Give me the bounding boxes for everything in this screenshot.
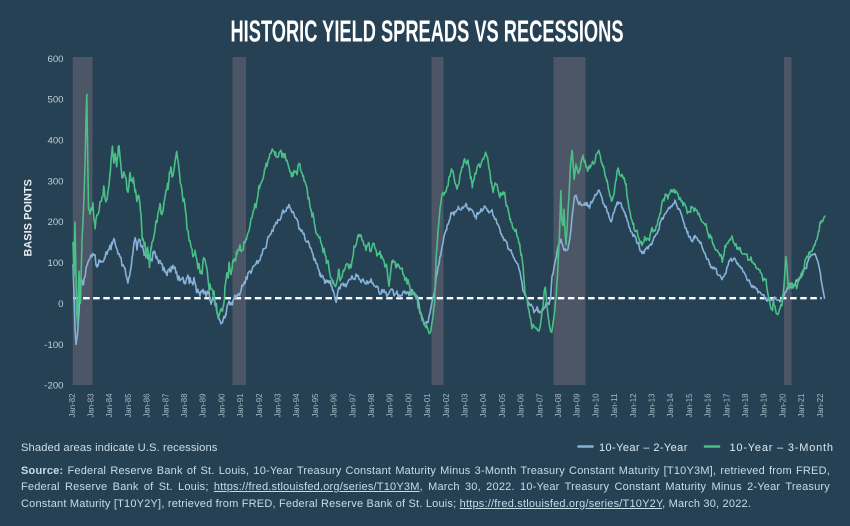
svg-text:Jan-04: Jan-04 — [478, 393, 488, 417]
svg-text:Jan-11: Jan-11 — [609, 393, 619, 417]
svg-text:Jan-85: Jan-85 — [123, 393, 133, 417]
svg-text:200: 200 — [47, 217, 63, 228]
svg-text:Jan-87: Jan-87 — [160, 393, 170, 417]
svg-text:Jan-97: Jan-97 — [347, 393, 357, 417]
svg-text:Jan-16: Jan-16 — [703, 393, 713, 417]
svg-text:300: 300 — [47, 176, 63, 187]
svg-text:Jan-13: Jan-13 — [647, 393, 657, 417]
svg-text:Jan-92: Jan-92 — [254, 393, 264, 417]
svg-text:Jan-99: Jan-99 — [385, 393, 395, 417]
svg-text:BASIS POINTS: BASIS POINTS — [23, 179, 35, 256]
svg-text:Jan-00: Jan-00 — [403, 393, 413, 417]
svg-text:Jan-89: Jan-89 — [198, 393, 208, 417]
svg-text:Jan-84: Jan-84 — [104, 393, 114, 417]
svg-text:Jan-88: Jan-88 — [179, 393, 189, 417]
svg-text:Jan-20: Jan-20 — [777, 393, 787, 417]
svg-text:Jan-05: Jan-05 — [497, 393, 507, 417]
svg-text:Jan-18: Jan-18 — [740, 393, 750, 417]
svg-text:Jan-01: Jan-01 — [422, 393, 432, 417]
svg-text:Jan-83: Jan-83 — [86, 393, 96, 417]
svg-text:Jan-14: Jan-14 — [665, 393, 675, 417]
svg-text:Jan-91: Jan-91 — [235, 393, 245, 417]
svg-text:Jan-96: Jan-96 — [329, 393, 339, 417]
svg-text:Jan-17: Jan-17 — [721, 393, 731, 417]
svg-text:Jan-21: Jan-21 — [796, 393, 806, 417]
svg-text:Jan-95: Jan-95 — [310, 393, 320, 417]
svg-text:HISTORIC YIELD SPREADS VS RECE: HISTORIC YIELD SPREADS VS RECESSIONS — [231, 15, 624, 49]
svg-text:Jan-22: Jan-22 — [815, 393, 825, 417]
svg-text:Jan-06: Jan-06 — [516, 393, 526, 417]
svg-text:-200: -200 — [44, 381, 63, 392]
svg-text:600: 600 — [47, 54, 63, 65]
svg-text:Jan-09: Jan-09 — [572, 393, 582, 417]
svg-text:Jan-98: Jan-98 — [366, 393, 376, 417]
svg-text:Jan-07: Jan-07 — [534, 393, 544, 417]
svg-text:Jan-12: Jan-12 — [628, 393, 638, 417]
svg-text:Jan-82: Jan-82 — [67, 393, 77, 417]
svg-text:Jan-93: Jan-93 — [273, 393, 283, 417]
svg-text:Jan-94: Jan-94 — [291, 393, 301, 417]
svg-text:Jan-90: Jan-90 — [216, 393, 226, 417]
svg-text:Jan-08: Jan-08 — [553, 393, 563, 417]
svg-text:500: 500 — [47, 95, 63, 106]
svg-text:Jan-86: Jan-86 — [142, 393, 152, 417]
svg-text:Jan-03: Jan-03 — [460, 393, 470, 417]
svg-text:100: 100 — [47, 258, 63, 269]
svg-text:Jan-02: Jan-02 — [441, 393, 451, 417]
svg-text:Jan-10: Jan-10 — [590, 393, 600, 417]
svg-text:-100: -100 — [44, 340, 63, 351]
svg-text:0: 0 — [58, 299, 63, 310]
svg-text:Jan-15: Jan-15 — [684, 393, 694, 417]
svg-text:Jan-19: Jan-19 — [759, 393, 769, 417]
svg-text:400: 400 — [47, 136, 63, 147]
